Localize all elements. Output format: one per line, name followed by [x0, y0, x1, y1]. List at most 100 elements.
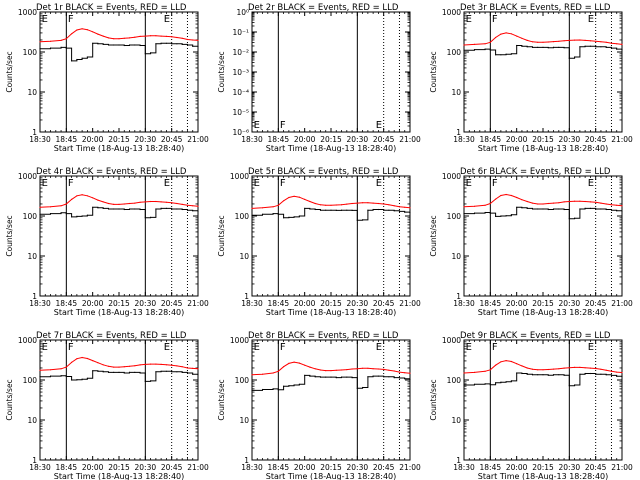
series-events-point [377, 375, 379, 377]
series-lld-point [616, 204, 618, 206]
series-lld-point [113, 203, 115, 205]
series-lld-point [107, 365, 110, 367]
series-lld-point [605, 369, 607, 371]
series-lld-point [139, 364, 141, 366]
x-tick-label: 18:30 [29, 299, 51, 308]
x-tick-label: 18:30 [29, 135, 51, 144]
y-tick-label: 10 [239, 252, 249, 261]
series-lld-point [610, 370, 613, 372]
panel-title: Det 5r BLACK = Events, RED = LLD [248, 167, 399, 177]
series-lld-point [128, 37, 131, 39]
panel-7: Det 7r BLACK = Events, RED = LLD 1 10 100 10… [5, 331, 209, 480]
series-events-point [484, 48, 486, 50]
series-lld-point [261, 373, 264, 375]
y-axis-label: Counts/sec [429, 379, 438, 420]
series-events-point [484, 211, 486, 214]
series-lld-point [537, 203, 539, 205]
y-axis-label: Counts/sec [217, 379, 226, 420]
series-events-point [463, 213, 465, 215]
series-lld-point [463, 206, 465, 208]
series-lld-point [516, 363, 518, 365]
series-lld-point [377, 368, 379, 370]
series-events-point [505, 215, 507, 217]
series-events-point [304, 207, 306, 209]
series-lld-point [500, 361, 502, 363]
series-lld-point [616, 43, 618, 45]
panel-title: Det 8r BLACK = Events, RED = LLD [248, 331, 399, 341]
series-events-point [92, 370, 94, 372]
series-events-point [409, 378, 411, 380]
series-events-point [293, 384, 295, 386]
series-lld-point [531, 41, 534, 43]
series-lld-point [165, 364, 167, 366]
series-events-point [537, 374, 539, 376]
series-events-point [165, 207, 167, 209]
series-lld-point [463, 372, 465, 374]
series-events-point [505, 381, 507, 383]
series-events-point [547, 208, 549, 211]
series-lld-point [510, 33, 512, 35]
y-tick-label: 10⁻² [232, 48, 249, 57]
y-axis-label: Counts/sec [5, 51, 14, 92]
y-tick-label: 100 [447, 48, 462, 57]
series-lld-point [404, 372, 406, 374]
series-lld-point [288, 362, 290, 364]
series-lld-point [39, 369, 41, 371]
series-lld-point [398, 206, 401, 208]
series-events-point [356, 219, 358, 221]
series-lld-point [563, 367, 565, 369]
series-lld-point [531, 202, 534, 204]
series-lld-point [505, 360, 507, 362]
series-events-point [351, 377, 353, 379]
series-lld-point [81, 356, 83, 359]
x-tick-label: 21:00 [399, 463, 421, 472]
marker-label: F [280, 120, 286, 131]
series-events-point [542, 46, 544, 49]
marker-label: E [376, 342, 382, 353]
series-lld-point [155, 35, 157, 37]
series-lld-point [181, 366, 183, 368]
marker-label: E [164, 178, 170, 189]
series-events-point [367, 209, 369, 211]
y-tick-label: 10⁻⁵ [232, 108, 249, 117]
series-events-point [372, 375, 374, 377]
series-lld-point [383, 203, 385, 205]
series-lld-point [473, 43, 476, 46]
series-events-point [595, 373, 597, 375]
series-lld-point [86, 29, 88, 31]
series-events-point [86, 377, 88, 379]
series-events-point [335, 377, 337, 379]
series-events-point [558, 208, 560, 210]
series-events-point [144, 380, 146, 382]
series-lld-point [547, 368, 549, 371]
y-tick-label: 10 [239, 416, 249, 425]
x-tick-label: 20:00 [294, 135, 316, 144]
series-events-point [595, 208, 597, 210]
series-events-point [325, 209, 327, 211]
marker-label: E [376, 120, 382, 131]
series-events-point [393, 377, 395, 379]
series-lld-point [97, 362, 99, 364]
series-lld-point [377, 202, 379, 205]
series-events-point [600, 208, 602, 210]
series-lld-point [60, 368, 62, 370]
series-events-point [600, 46, 602, 48]
series-lld-point [298, 196, 300, 198]
series-lld-point [251, 207, 253, 209]
x-tick-label: 20:30 [135, 463, 157, 472]
series-events-point [86, 214, 88, 216]
series-lld-point [574, 366, 576, 368]
series-lld-point [197, 368, 199, 370]
y-axis-label: Counts/sec [5, 215, 14, 256]
x-tick-label: 20:30 [135, 299, 157, 308]
series-events-point [160, 42, 162, 44]
series-events-point [605, 374, 607, 376]
series-events-point [144, 53, 146, 55]
series-lld-point [552, 368, 555, 370]
x-tick-label: 20:00 [294, 463, 316, 472]
series-events-point [526, 373, 528, 375]
series-lld-point [288, 196, 290, 199]
y-tick-label: 1 [456, 456, 461, 465]
series-events-point [118, 208, 120, 210]
